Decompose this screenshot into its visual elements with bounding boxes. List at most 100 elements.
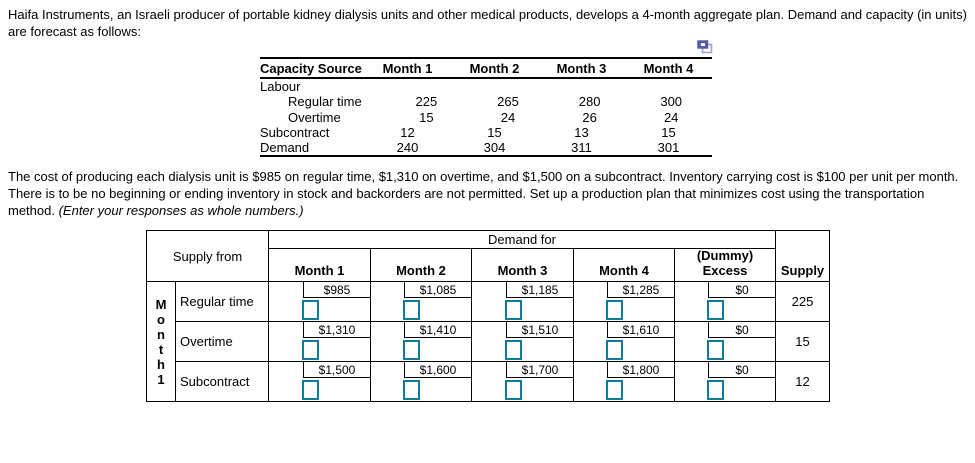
capacity-value: 24: [500, 109, 516, 125]
transport-cell: $1,285: [573, 282, 674, 322]
allocation-input[interactable]: [403, 300, 420, 320]
transport-cell: $1,600: [370, 362, 471, 401]
unit-cost-label: $1,285: [607, 282, 674, 298]
vertical-label-letter: n: [157, 326, 165, 342]
capacity-header-month: Month 1: [382, 60, 433, 76]
allocation-input[interactable]: [403, 380, 420, 400]
transport-cell: $1,800: [573, 362, 674, 401]
unit-cost-label: $1,800: [607, 362, 674, 378]
supply-value: 225: [775, 282, 829, 322]
vertical-label-letter: M: [155, 296, 167, 312]
transport-cell: $0: [674, 362, 775, 401]
copy-icon[interactable]: [697, 40, 713, 55]
capacity-row: Subcontract 12 15 13 15: [260, 125, 712, 140]
allocation-input[interactable]: [403, 340, 420, 360]
allocation-input[interactable]: [505, 380, 522, 400]
capacity-value: 24: [663, 109, 679, 125]
transport-cell: $985: [269, 282, 370, 322]
capacity-header-month: Month 4: [643, 60, 694, 76]
capacity-row: Demand 240 304 311 301: [260, 140, 712, 155]
unit-cost-label: $1,185: [506, 282, 573, 298]
allocation-input[interactable]: [606, 300, 623, 320]
problem-line-2: There is to be no beginning or ending in…: [8, 186, 925, 201]
unit-cost-label: $0: [708, 322, 775, 338]
unit-cost-label: $0: [708, 362, 775, 378]
unit-cost-label: $0: [708, 282, 775, 298]
intro-paragraph: Haifa Instruments, an Israeli producer o…: [8, 6, 967, 40]
allocation-input[interactable]: [302, 380, 319, 400]
allocation-input[interactable]: [505, 340, 522, 360]
transport-cell: $1,410: [370, 322, 471, 362]
capacity-value: 26: [582, 109, 597, 125]
transport-cell: $1,185: [471, 282, 573, 322]
problem-line-1: The cost of producing each dialysis unit…: [8, 169, 959, 184]
capacity-header-month: Month 2: [469, 60, 520, 76]
month-column-header: Month 3: [471, 249, 573, 282]
allocation-input[interactable]: [505, 300, 522, 320]
supply-from-header: Supply from: [147, 231, 269, 282]
transport-cell: $1,500: [269, 362, 370, 401]
unit-cost-label: $1,500: [303, 362, 370, 378]
capacity-row: Regular time 225 265 280 300: [260, 94, 712, 109]
demand-for-header: Demand for: [269, 231, 775, 249]
unit-cost-label: $1,085: [404, 282, 471, 298]
problem-line-3: method. (Enter your responses as whole n…: [8, 202, 958, 219]
capacity-row: Labour: [260, 79, 712, 94]
problem-line-3-normal: method.: [8, 203, 59, 218]
unit-cost-label: $1,610: [607, 322, 674, 338]
month-column-header: (Dummy) Excess: [674, 248, 775, 282]
capacity-row-label: Labour: [260, 79, 301, 95]
allocation-input[interactable]: [707, 340, 724, 360]
capacity-value: 301: [657, 140, 680, 156]
capacity-value: 304: [483, 140, 506, 156]
capacity-value: 13: [574, 125, 589, 141]
transport-cell: $1,700: [471, 362, 573, 401]
month-column-header-line: Month 3: [497, 263, 548, 278]
transport-cell: $1,310: [269, 322, 370, 362]
capacity-value: 15: [661, 125, 676, 141]
capacity-value: 311: [571, 140, 592, 156]
supply-value: 15: [775, 322, 829, 362]
allocation-input[interactable]: [707, 380, 724, 400]
problem-line-3-italic: (Enter your responses as whole numbers.): [58, 203, 304, 218]
supply-value: 12: [775, 362, 829, 401]
capacity-value: 300: [660, 94, 683, 110]
vertical-label-letter: o: [157, 311, 165, 327]
transport-cell: $0: [674, 322, 775, 362]
vertical-label-letter: 1: [157, 371, 165, 387]
month-column-header: Month 2: [370, 249, 471, 282]
capacity-value: 265: [497, 94, 519, 110]
capacity-value: 225: [415, 94, 438, 110]
allocation-input[interactable]: [606, 340, 623, 360]
capacity-value: 280: [578, 94, 601, 110]
allocation-input[interactable]: [302, 340, 319, 360]
capacity-header-source: Capacity Source: [260, 60, 362, 76]
unit-cost-label: $1,310: [303, 322, 370, 338]
row-label: Overtime: [176, 322, 269, 362]
capacity-value: 15: [487, 125, 502, 141]
unit-cost-label: $1,700: [506, 362, 573, 378]
unit-cost-label: $1,410: [404, 322, 471, 338]
intro-line-1: Haifa Instruments, an Israeli producer o…: [8, 7, 967, 22]
month-column-header-line: Excess: [702, 263, 748, 278]
allocation-input[interactable]: [606, 380, 623, 400]
capacity-row-label: Demand: [260, 140, 310, 156]
allocation-input[interactable]: [302, 300, 319, 320]
problem-paragraph: The cost of producing each dialysis unit…: [8, 168, 958, 219]
transport-cell: $1,085: [370, 282, 471, 322]
capacity-row: Overtime 15 24 26 24: [260, 110, 712, 125]
month-column-header-line: Month 4: [599, 263, 649, 278]
month-column-header-line: Month 2: [396, 263, 446, 278]
capacity-value: 240: [396, 140, 419, 156]
month-column-header-line: Month 1: [294, 263, 345, 278]
vertical-label-letter: t: [158, 341, 164, 357]
vertical-label-letter: h: [157, 356, 165, 372]
intro-line-2: are forecast as follows:: [8, 24, 141, 39]
capacity-table-body: Labour Regular time 225 265 280 300 Overtime 15…: [260, 79, 712, 155]
unit-cost-label: $1,510: [506, 322, 573, 338]
capacity-row-label: Regular time: [288, 94, 362, 110]
allocation-input[interactable]: [707, 300, 724, 320]
month-column-header: Month 1: [269, 249, 370, 282]
row-label: Regular time: [176, 282, 269, 322]
